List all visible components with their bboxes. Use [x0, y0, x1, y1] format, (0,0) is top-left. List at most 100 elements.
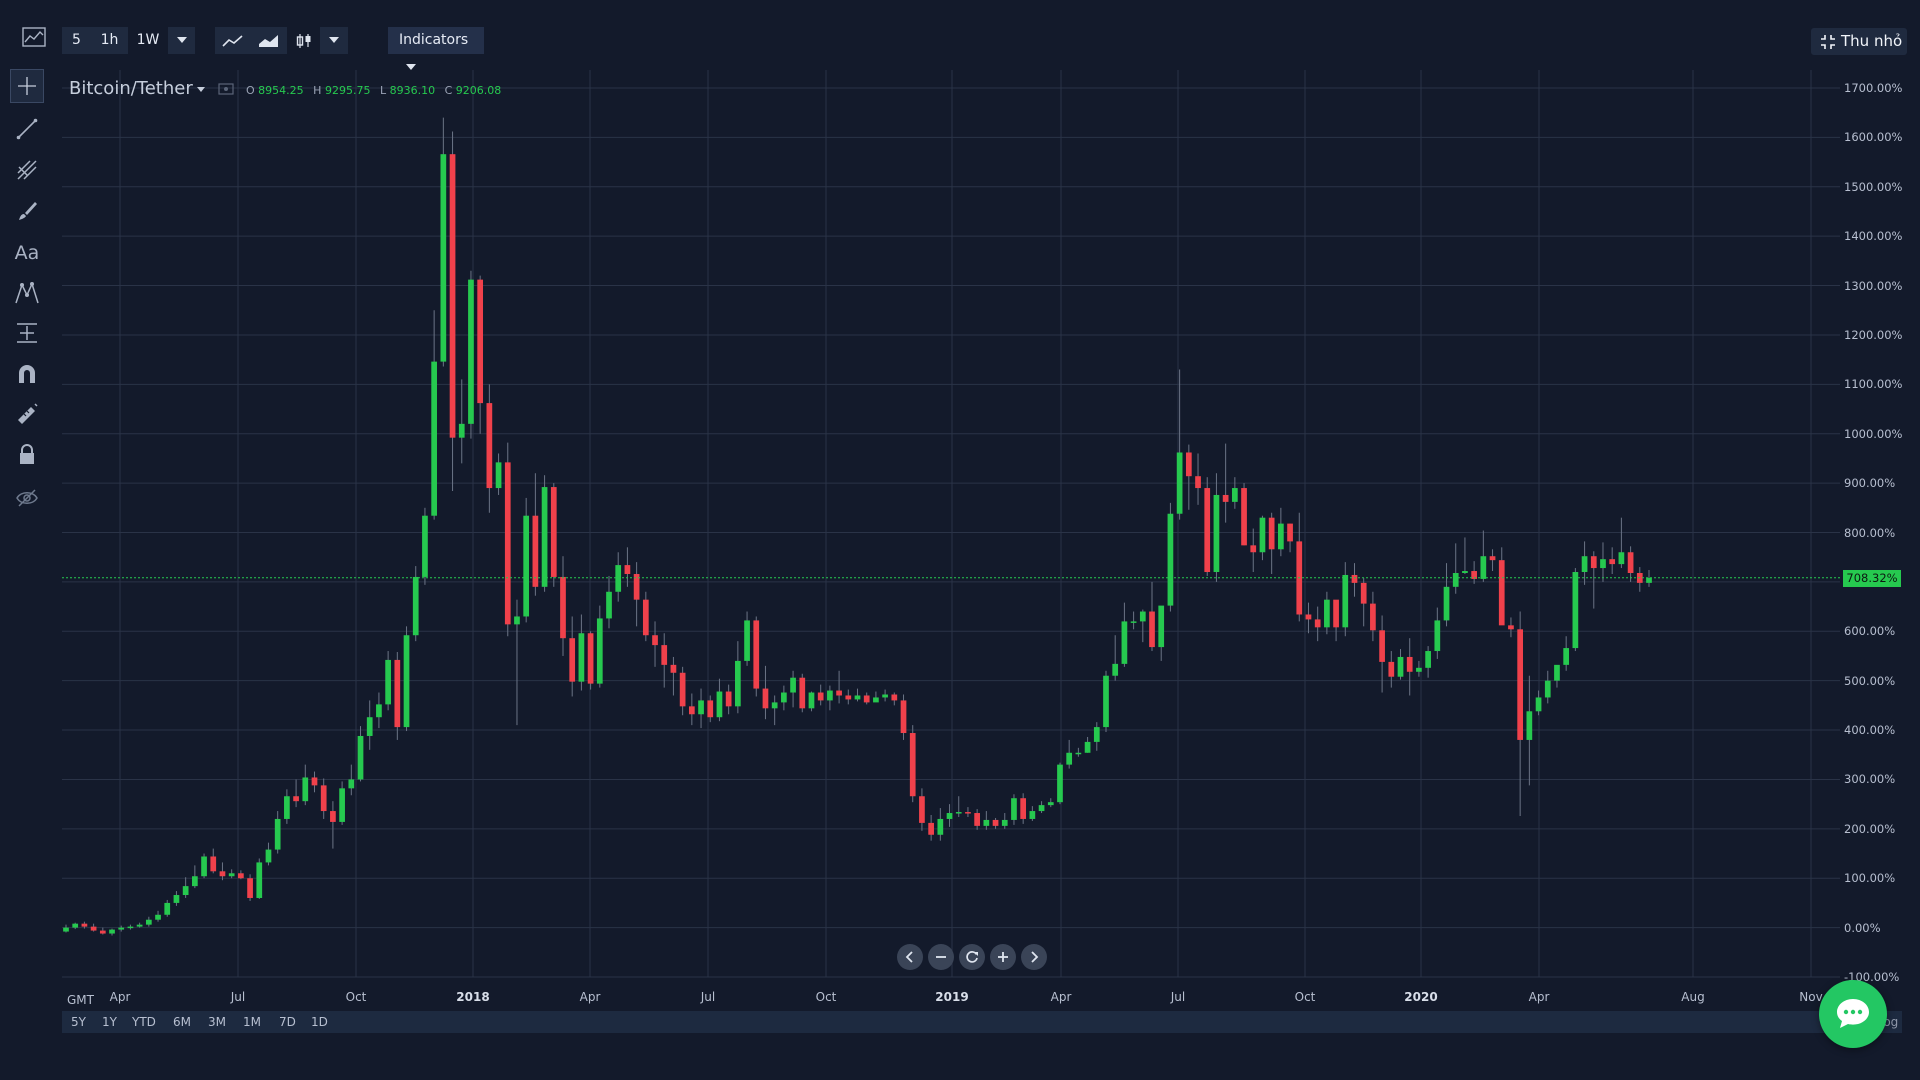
- chart-type-icon[interactable]: [16, 27, 52, 54]
- candle-up[interactable]: [458, 423, 465, 438]
- candle-up[interactable]: [1093, 727, 1100, 742]
- candle-down[interactable]: [1370, 603, 1376, 631]
- candle-up[interactable]: [1047, 802, 1054, 806]
- candle-up[interactable]: [201, 856, 207, 877]
- candle-up[interactable]: [744, 620, 750, 661]
- candle-down[interactable]: [81, 923, 88, 927]
- candle-up[interactable]: [182, 886, 189, 896]
- candle-up[interactable]: [1259, 517, 1266, 553]
- candle-down[interactable]: [762, 688, 769, 709]
- ruler-lock-tool[interactable]: [10, 397, 44, 431]
- candle-up[interactable]: [1416, 667, 1422, 672]
- candle-up[interactable]: [1167, 513, 1174, 606]
- candle-up[interactable]: [1278, 523, 1284, 550]
- candle-up[interactable]: [136, 924, 143, 927]
- candle-up[interactable]: [1084, 741, 1091, 753]
- candle-up[interactable]: [1057, 764, 1063, 803]
- candle-down[interactable]: [1609, 559, 1616, 565]
- candle-up[interactable]: [468, 279, 474, 424]
- candle-up[interactable]: [302, 777, 309, 802]
- candle-down[interactable]: [707, 700, 714, 718]
- candle-down[interactable]: [1305, 614, 1312, 620]
- candle-down[interactable]: [1508, 625, 1514, 630]
- candle-up[interactable]: [1075, 752, 1082, 755]
- candle-up[interactable]: [1176, 452, 1183, 514]
- candle-up[interactable]: [790, 677, 796, 693]
- candle-up[interactable]: [1600, 559, 1606, 569]
- candle-up[interactable]: [1103, 675, 1109, 728]
- range-6m-button[interactable]: 6M: [173, 1015, 191, 1029]
- candle-down[interactable]: [909, 733, 916, 797]
- candle-down[interactable]: [587, 633, 594, 684]
- candle-up[interactable]: [1572, 572, 1579, 649]
- candle-down[interactable]: [560, 576, 566, 639]
- pattern-tool[interactable]: [10, 276, 44, 310]
- reset-chart-button[interactable]: [959, 944, 985, 970]
- candle-down[interactable]: [1287, 523, 1293, 542]
- candle-up[interactable]: [523, 515, 530, 617]
- candle-up[interactable]: [265, 849, 272, 863]
- candle-down[interactable]: [320, 785, 327, 812]
- candle-up[interactable]: [578, 633, 585, 682]
- range-1y-button[interactable]: 1Y: [102, 1015, 117, 1029]
- candle-down[interactable]: [891, 694, 898, 701]
- candle-up[interactable]: [854, 695, 861, 700]
- candle-up[interactable]: [118, 927, 125, 930]
- candle-down[interactable]: [661, 645, 668, 665]
- candle-up[interactable]: [1581, 556, 1588, 573]
- scroll-left-button[interactable]: [897, 944, 923, 970]
- range-1d-button[interactable]: 1D: [311, 1015, 328, 1029]
- scroll-right-button[interactable]: [1021, 944, 1047, 970]
- candle-down[interactable]: [550, 487, 557, 577]
- candle-down[interactable]: [449, 154, 456, 438]
- measure-tool[interactable]: [10, 316, 44, 350]
- candle-up[interactable]: [284, 796, 290, 819]
- timezone-label[interactable]: GMT: [67, 993, 94, 1007]
- candle-down[interactable]: [1222, 494, 1229, 502]
- text-tool[interactable]: Aa: [10, 236, 44, 270]
- candle-up[interactable]: [615, 565, 622, 592]
- candle-up[interactable]: [983, 819, 990, 826]
- candle-up[interactable]: [256, 862, 263, 898]
- candle-up[interactable]: [514, 616, 520, 625]
- candle-up[interactable]: [698, 700, 704, 715]
- candle-up[interactable]: [1231, 488, 1238, 502]
- candle-down[interactable]: [330, 811, 336, 822]
- candle-up[interactable]: [1563, 648, 1570, 665]
- candle-down[interactable]: [1195, 476, 1201, 489]
- candle-up[interactable]: [366, 717, 373, 736]
- candle-up[interactable]: [422, 515, 428, 577]
- candle-down[interactable]: [1517, 629, 1524, 740]
- candle-up[interactable]: [955, 812, 962, 814]
- candle-up[interactable]: [1535, 697, 1542, 712]
- candle-down[interactable]: [688, 706, 695, 715]
- candle-up[interactable]: [1158, 605, 1165, 648]
- zoom-out-button[interactable]: [928, 944, 954, 970]
- candle-down[interactable]: [845, 695, 852, 700]
- candle-down[interactable]: [1590, 556, 1597, 569]
- candle-up[interactable]: [403, 635, 410, 728]
- shrink-button[interactable]: Thu nhỏ: [1811, 28, 1907, 55]
- candle-down[interactable]: [817, 692, 824, 701]
- candle-down[interactable]: [293, 796, 299, 802]
- candle-down[interactable]: [504, 462, 511, 625]
- candle-up[interactable]: [1121, 621, 1128, 664]
- range-7d-button[interactable]: 7D: [279, 1015, 296, 1029]
- candle-up[interactable]: [145, 919, 152, 925]
- candle-down[interactable]: [1204, 488, 1211, 573]
- candle-up[interactable]: [808, 692, 815, 709]
- candle-up[interactable]: [1443, 586, 1450, 621]
- candle-down[interactable]: [1250, 545, 1257, 553]
- candle-up[interactable]: [1130, 621, 1137, 623]
- hide-drawings-tool[interactable]: [10, 481, 44, 515]
- candle-up[interactable]: [376, 704, 382, 718]
- candlestick-chart-button[interactable]: [287, 27, 320, 54]
- indicators-button[interactable]: Indicators: [388, 27, 484, 70]
- fib-tool[interactable]: [10, 153, 44, 187]
- chart-style-dropdown-button[interactable]: [320, 27, 348, 54]
- symbol-selector[interactable]: Bitcoin/Tether: [69, 78, 235, 99]
- candle-up[interactable]: [173, 895, 180, 903]
- candle-down[interactable]: [624, 565, 631, 574]
- candle-up[interactable]: [735, 660, 741, 707]
